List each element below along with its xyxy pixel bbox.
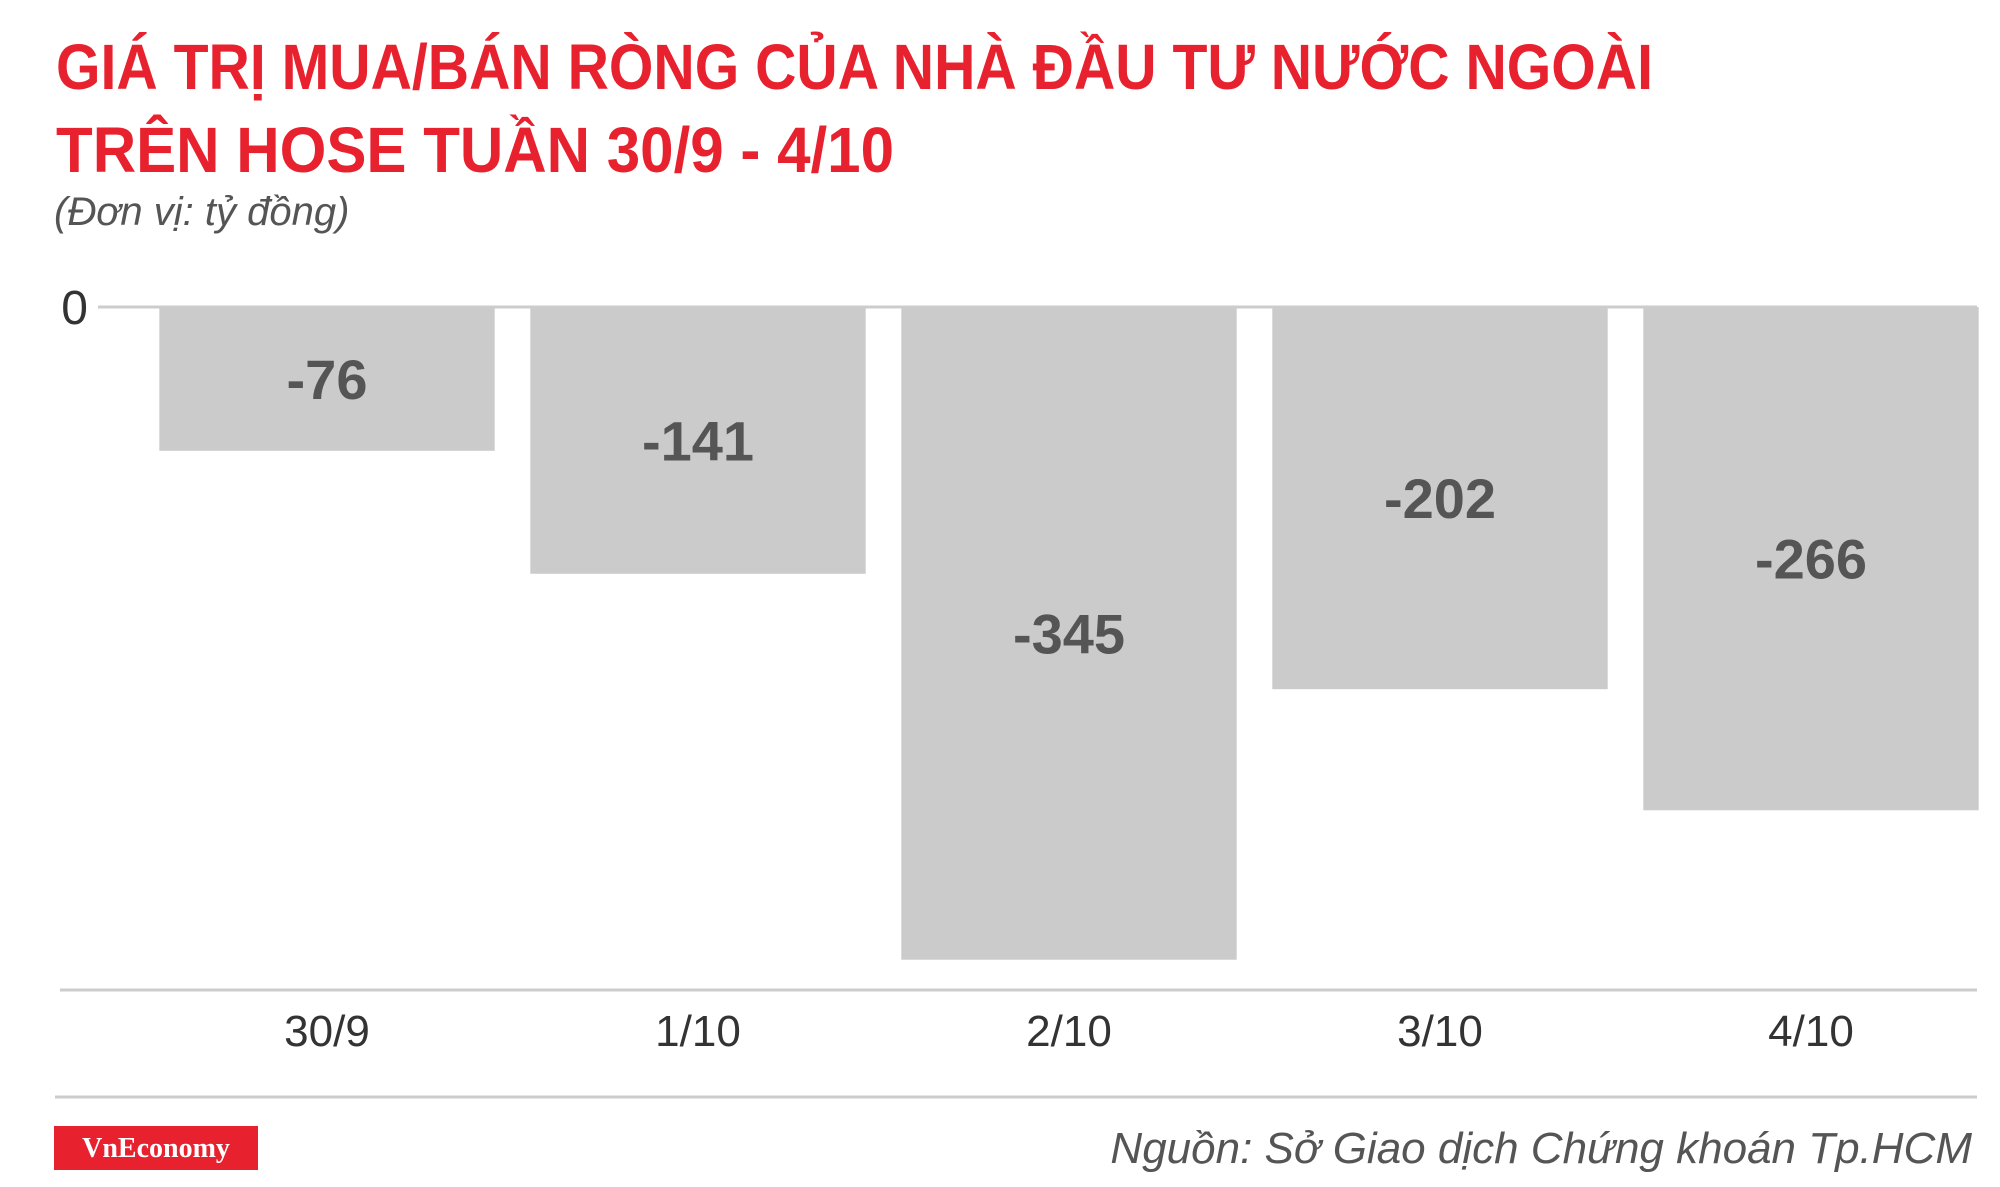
chart-title: GIÁ TRỊ MUA/BÁN RÒNG CỦA NHÀ ĐẦU TƯ NƯỚC…: [56, 30, 1653, 103]
x-tick-label: 30/9: [284, 1007, 370, 1056]
value-label: -202: [1384, 467, 1496, 530]
value-label: -141: [642, 409, 754, 472]
value-label: -345: [1013, 602, 1125, 665]
bar: [159, 307, 495, 451]
bar: [1643, 307, 1979, 811]
x-tick-label: 4/10: [1768, 1007, 1854, 1056]
source: Nguồn: Sở Giao dịch Chứng khoán Tp.HCM: [1110, 1124, 1972, 1173]
chart-subtitle: (Đơn vị: tỷ đồng): [54, 190, 349, 234]
y-tick-label: 0: [61, 282, 88, 335]
bar: [1272, 307, 1608, 690]
brand: VnEconomy: [82, 1133, 230, 1164]
chart-title: TRÊN HOSE TUẦN 30/9 - 4/10: [56, 113, 894, 186]
bar: [901, 307, 1237, 960]
x-tick-label: 1/10: [655, 1007, 741, 1056]
x-tick-label: 2/10: [1026, 1007, 1112, 1056]
bar: [530, 307, 866, 574]
value-label: -76: [287, 348, 368, 411]
value-label: -266: [1755, 528, 1867, 591]
brand-box: [54, 1126, 258, 1170]
x-tick-label: 3/10: [1397, 1007, 1483, 1056]
